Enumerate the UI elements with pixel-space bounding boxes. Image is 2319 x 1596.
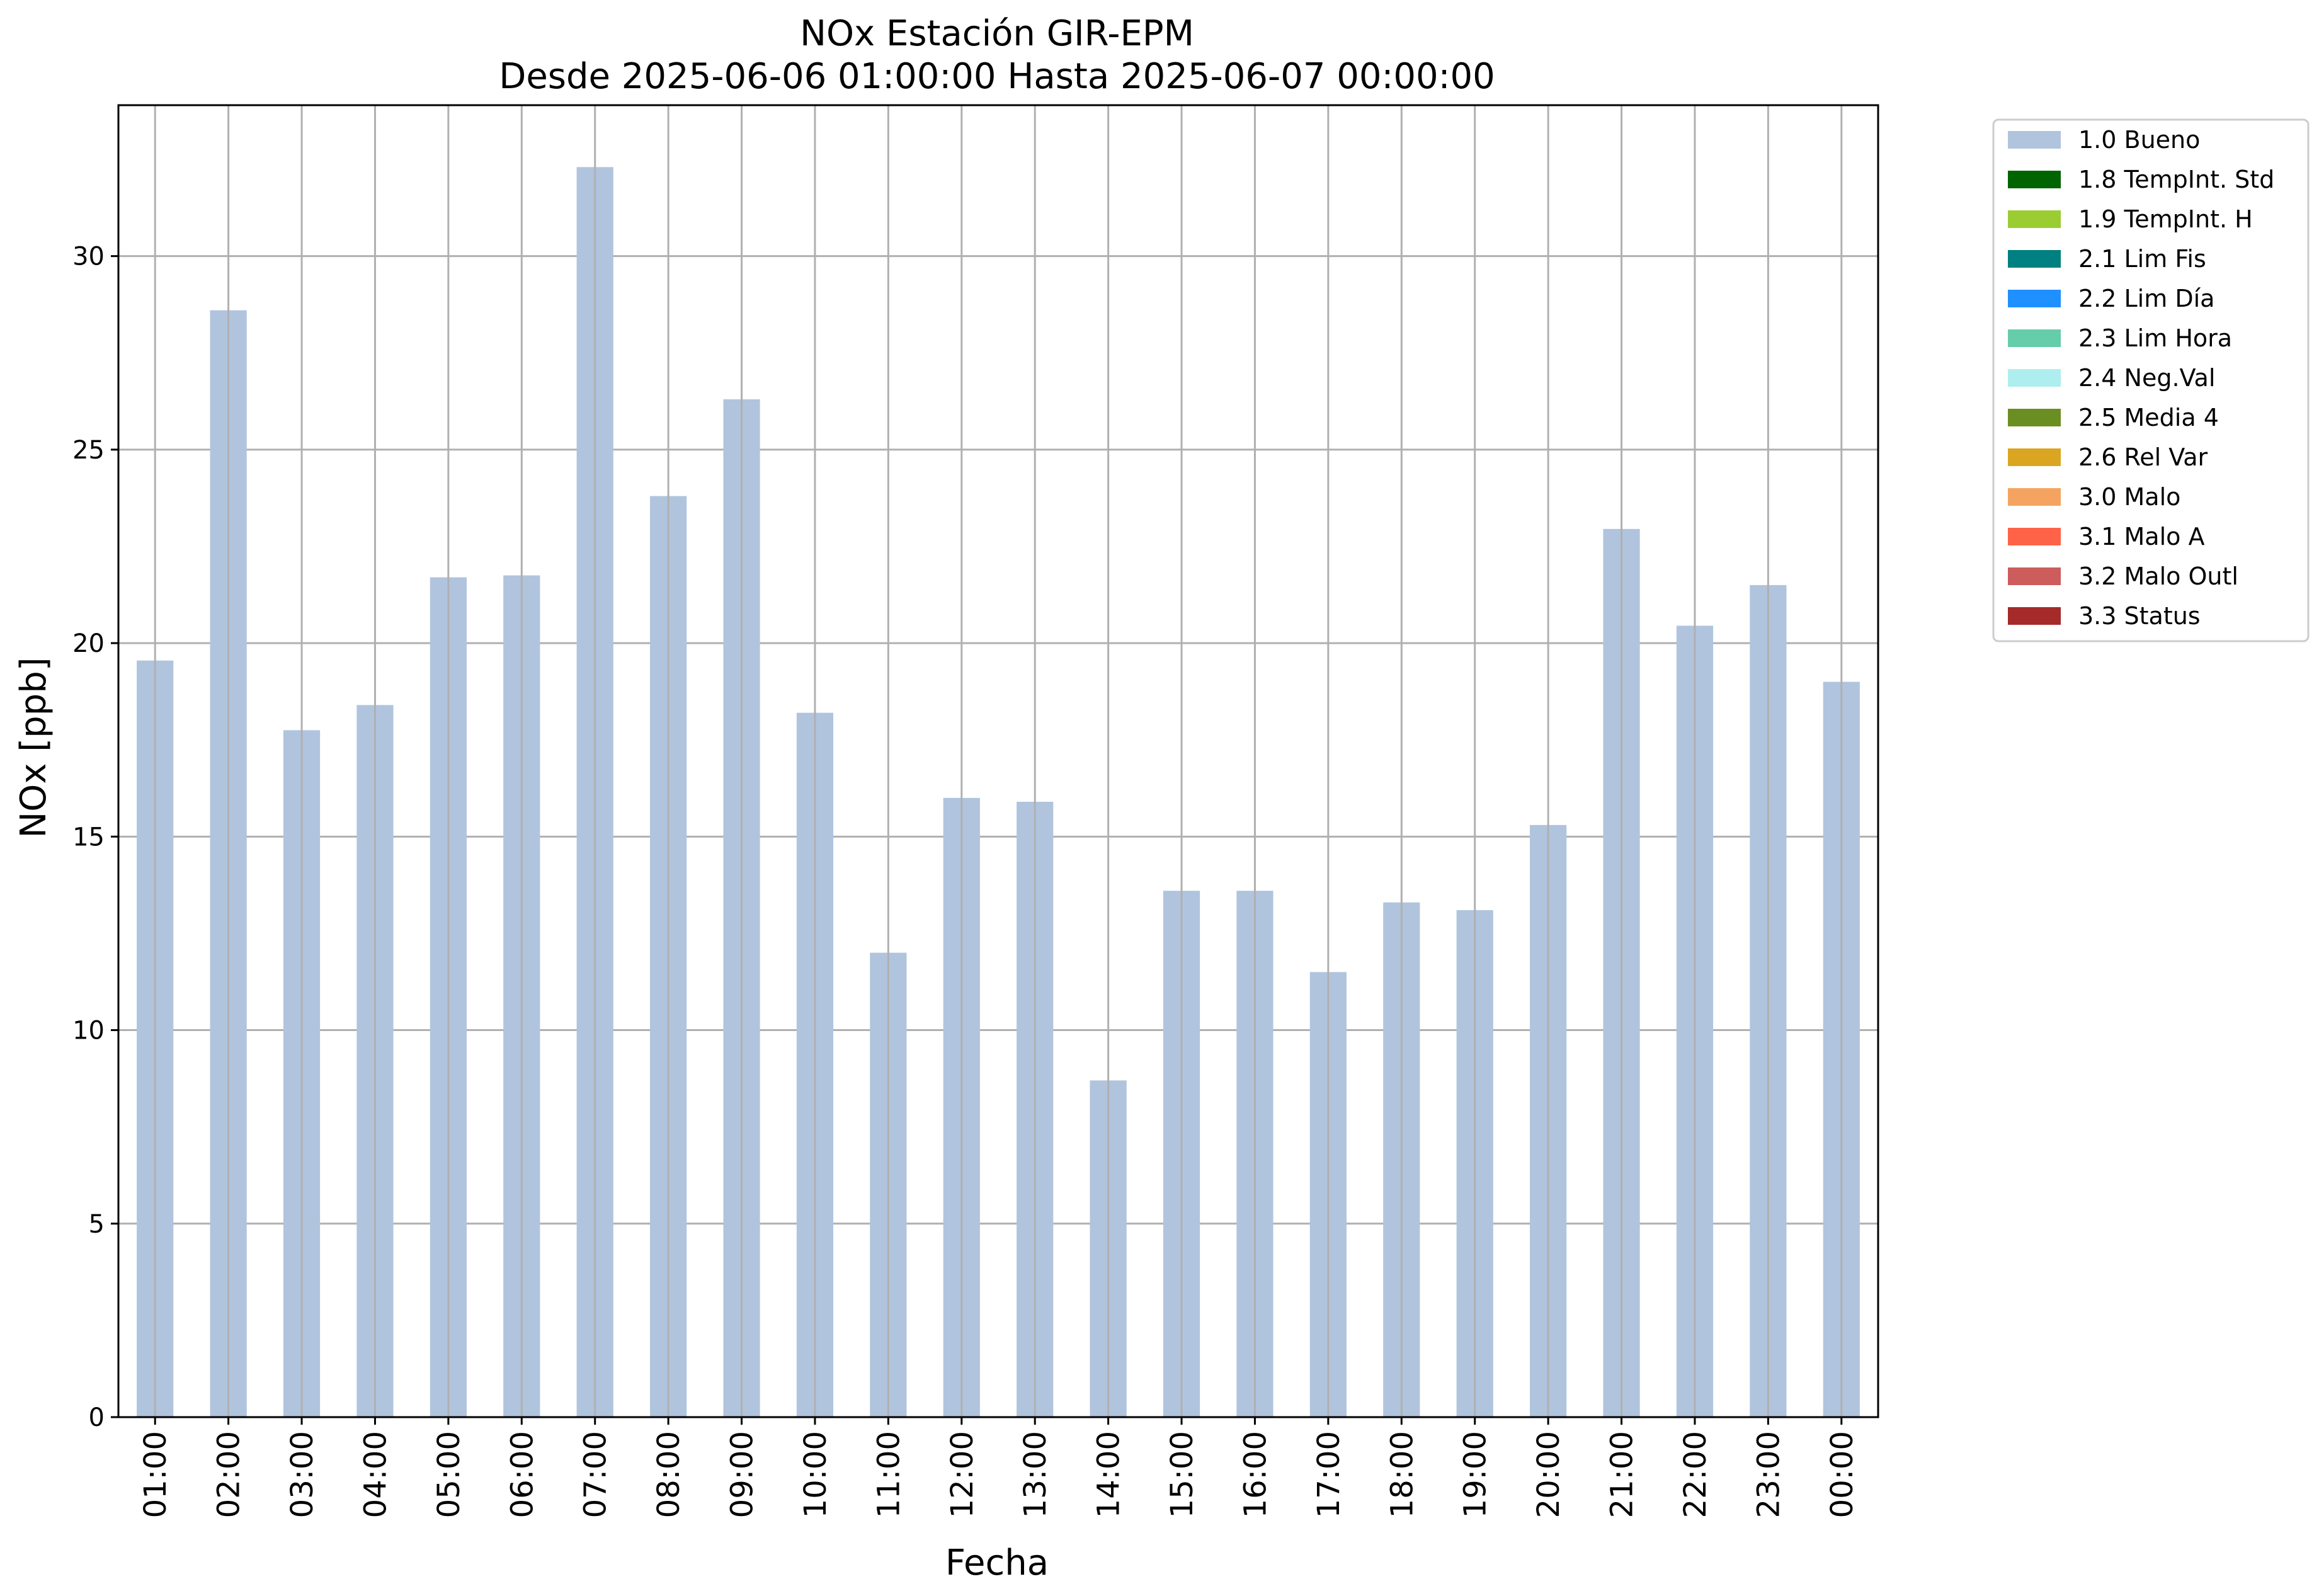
- y-tick-label: 5: [89, 1210, 105, 1239]
- legend-swatch: [2008, 250, 2061, 268]
- x-tick-label: 23:00: [1751, 1431, 1786, 1518]
- legend-swatch: [2008, 488, 2061, 506]
- x-tick-label: 02:00: [212, 1431, 247, 1518]
- y-tick-label: 25: [72, 436, 105, 465]
- x-tick-label: 06:00: [504, 1431, 540, 1518]
- x-tick-label: 03:00: [285, 1431, 320, 1518]
- x-tick-label: 13:00: [1018, 1431, 1053, 1518]
- x-tick-label: 19:00: [1458, 1431, 1493, 1518]
- x-tick-label: 08:00: [651, 1431, 687, 1518]
- x-tick-label: 20:00: [1531, 1431, 1566, 1518]
- chart-title: NOx Estación GIR-EPM: [800, 13, 1194, 54]
- plot-area-frame: [117, 104, 1879, 1418]
- legend-label: 1.8 TempInt. Std: [2078, 166, 2274, 193]
- y-axis-label: NOx [ppb]: [13, 657, 54, 838]
- legend-label: 3.2 Malo Outl: [2078, 562, 2238, 590]
- y-tick-label: 10: [72, 1017, 105, 1046]
- x-grid-lines: [154, 105, 1843, 1417]
- x-tick-label: 17:00: [1311, 1431, 1347, 1518]
- chart-subtitle: Desde 2025-06-06 01:00:00 Hasta 2025-06-…: [499, 56, 1495, 97]
- legend-label: 2.4 Neg.Val: [2078, 364, 2215, 392]
- legend-label: 2.6 Rel Var: [2078, 443, 2208, 471]
- legend-label: 2.5 Media 4: [2078, 404, 2219, 431]
- legend-swatch: [2008, 210, 2061, 228]
- legend-swatch: [2008, 607, 2061, 625]
- y-tick-label: 20: [72, 629, 105, 658]
- legend-swatch: [2008, 171, 2061, 188]
- x-tick-label: 09:00: [725, 1431, 760, 1518]
- legend-swatch: [2008, 528, 2061, 545]
- legend-swatch: [2008, 369, 2061, 387]
- y-tick-label: 0: [89, 1403, 105, 1432]
- legend-label: 3.0 Malo: [2078, 483, 2180, 511]
- x-tick-label: 00:00: [1825, 1431, 1860, 1518]
- grid-lines: [118, 255, 1878, 1418]
- legend: 1.0 Bueno 1.8 TempInt. Std 1.9 TempInt. H 2…: [1992, 118, 2310, 642]
- legend-swatch: [2008, 290, 2061, 307]
- y-tick-label: 30: [72, 242, 105, 271]
- legend-label: 2.1 Lim Fis: [2078, 245, 2206, 273]
- legend-label: 2.2 Lim Día: [2078, 285, 2214, 312]
- x-tick-label: 18:00: [1384, 1431, 1420, 1518]
- legend-swatch: [2008, 329, 2061, 347]
- y-tick-label: 15: [72, 823, 105, 852]
- x-tick-label: 01:00: [138, 1431, 173, 1518]
- legend-box: [1992, 118, 2310, 642]
- legend-swatch: [2008, 131, 2061, 149]
- legend-swatch: [2008, 409, 2061, 426]
- legend-label: 3.1 Malo A: [2078, 523, 2204, 550]
- x-tick-label: 16:00: [1238, 1431, 1273, 1518]
- legend-label: 1.0 Bueno: [2078, 126, 2200, 154]
- legend-swatch: [2008, 567, 2061, 585]
- x-tick-label: 15:00: [1165, 1431, 1200, 1518]
- x-tick-label: 14:00: [1091, 1431, 1127, 1518]
- x-tick-label: 07:00: [578, 1431, 613, 1518]
- legend-label: 3.3 Status: [2078, 602, 2201, 630]
- x-tick-label: 21:00: [1605, 1431, 1640, 1518]
- x-tick-label: 22:00: [1678, 1431, 1713, 1518]
- x-tick-label: 12:00: [945, 1431, 980, 1518]
- x-axis-label: Fecha: [945, 1542, 1049, 1583]
- legend-label: 1.9 TempInt. H: [2078, 205, 2253, 233]
- y-axis-ticks: 0 5 10 15 20 25 30: [72, 242, 118, 1432]
- legend-label: 2.3 Lim Hora: [2078, 324, 2232, 352]
- x-tick-label: 11:00: [871, 1431, 906, 1518]
- legend-swatch: [2008, 448, 2061, 466]
- x-axis-ticks: 01:00 02:00 03:00 04:00 05:00 06:00 07:00 08:00…: [138, 1417, 1860, 1518]
- x-tick-label: 05:00: [431, 1431, 467, 1518]
- x-tick-label: 10:00: [798, 1431, 833, 1518]
- x-tick-label: 04:00: [358, 1431, 393, 1518]
